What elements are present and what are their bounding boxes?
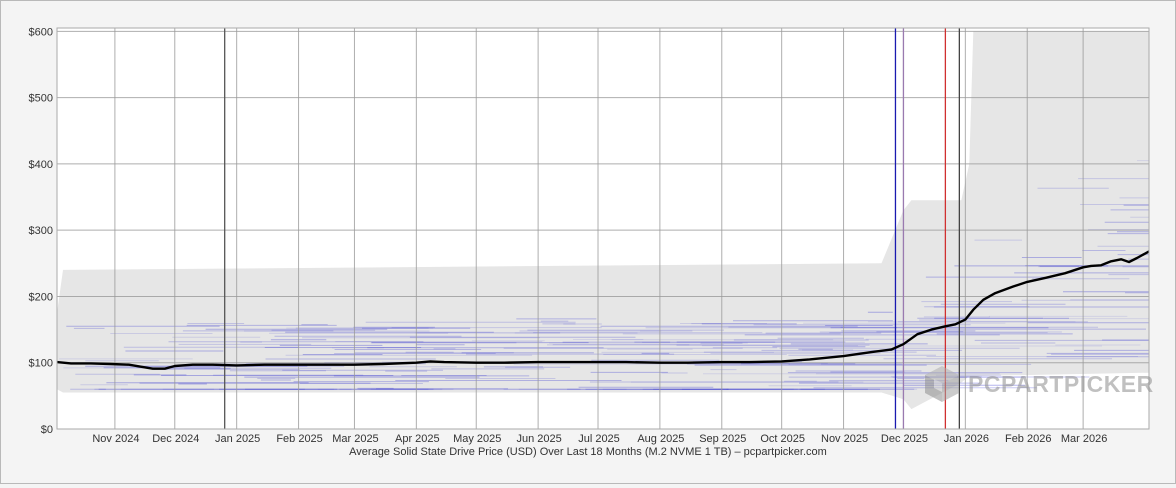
watermark-text: PCPARTPICKER xyxy=(968,370,1154,397)
listing-stripes-layer xyxy=(59,160,1149,390)
y-tick-label: $200 xyxy=(29,291,53,303)
chart-caption: Average Solid State Drive Price (USD) Ov… xyxy=(349,446,827,458)
y-tick-label: $600 xyxy=(29,26,53,38)
x-tick-label: Jan 2026 xyxy=(944,433,989,445)
x-tick-label: Jan 2025 xyxy=(215,433,260,445)
y-tick-label: $400 xyxy=(29,159,53,171)
y-tick-label: $500 xyxy=(29,93,53,105)
x-tick-label: Oct 2025 xyxy=(760,433,805,445)
x-tick-label: Mar 2026 xyxy=(1061,433,1107,445)
price-range-band xyxy=(57,31,1149,410)
y-tick-label: $0 xyxy=(41,424,53,436)
pcpartpicker-cube-icon xyxy=(925,366,959,402)
x-tick-label: Jun 2025 xyxy=(516,433,561,445)
x-tick-label: Feb 2025 xyxy=(276,433,322,445)
average-price-line xyxy=(56,250,1150,370)
x-tick-label: Dec 2024 xyxy=(152,433,199,445)
x-tick-label: May 2025 xyxy=(453,433,501,445)
range-band-layer xyxy=(57,31,1149,410)
x-tick-label: Jul 2025 xyxy=(578,433,620,445)
x-tick-label: Feb 2026 xyxy=(1005,433,1051,445)
y-tick-label: $100 xyxy=(29,358,53,370)
x-tick-label: Sep 2025 xyxy=(699,433,746,445)
x-tick-label: Apr 2025 xyxy=(395,433,440,445)
x-tick-label: Aug 2025 xyxy=(637,433,684,445)
line-layer xyxy=(56,250,1150,370)
x-tick-label: Dec 2025 xyxy=(881,433,928,445)
watermark: PCPARTPICKER xyxy=(922,364,1154,404)
vertical-markers-layer xyxy=(224,28,960,429)
x-tick-label: Nov 2025 xyxy=(821,433,868,445)
plot-border xyxy=(56,27,1150,430)
x-tick-label: Nov 2024 xyxy=(92,433,139,445)
y-tick-label: $300 xyxy=(29,225,53,237)
x-tick-labels: Nov 2024 Dec 2024 Jan 2025 Feb 2025 Mar 2025… xyxy=(92,433,1107,445)
x-tick-label: Mar 2025 xyxy=(332,433,378,445)
y-tick-labels: $0 $100 $200 $300 $400 $500 $600 xyxy=(29,26,53,436)
